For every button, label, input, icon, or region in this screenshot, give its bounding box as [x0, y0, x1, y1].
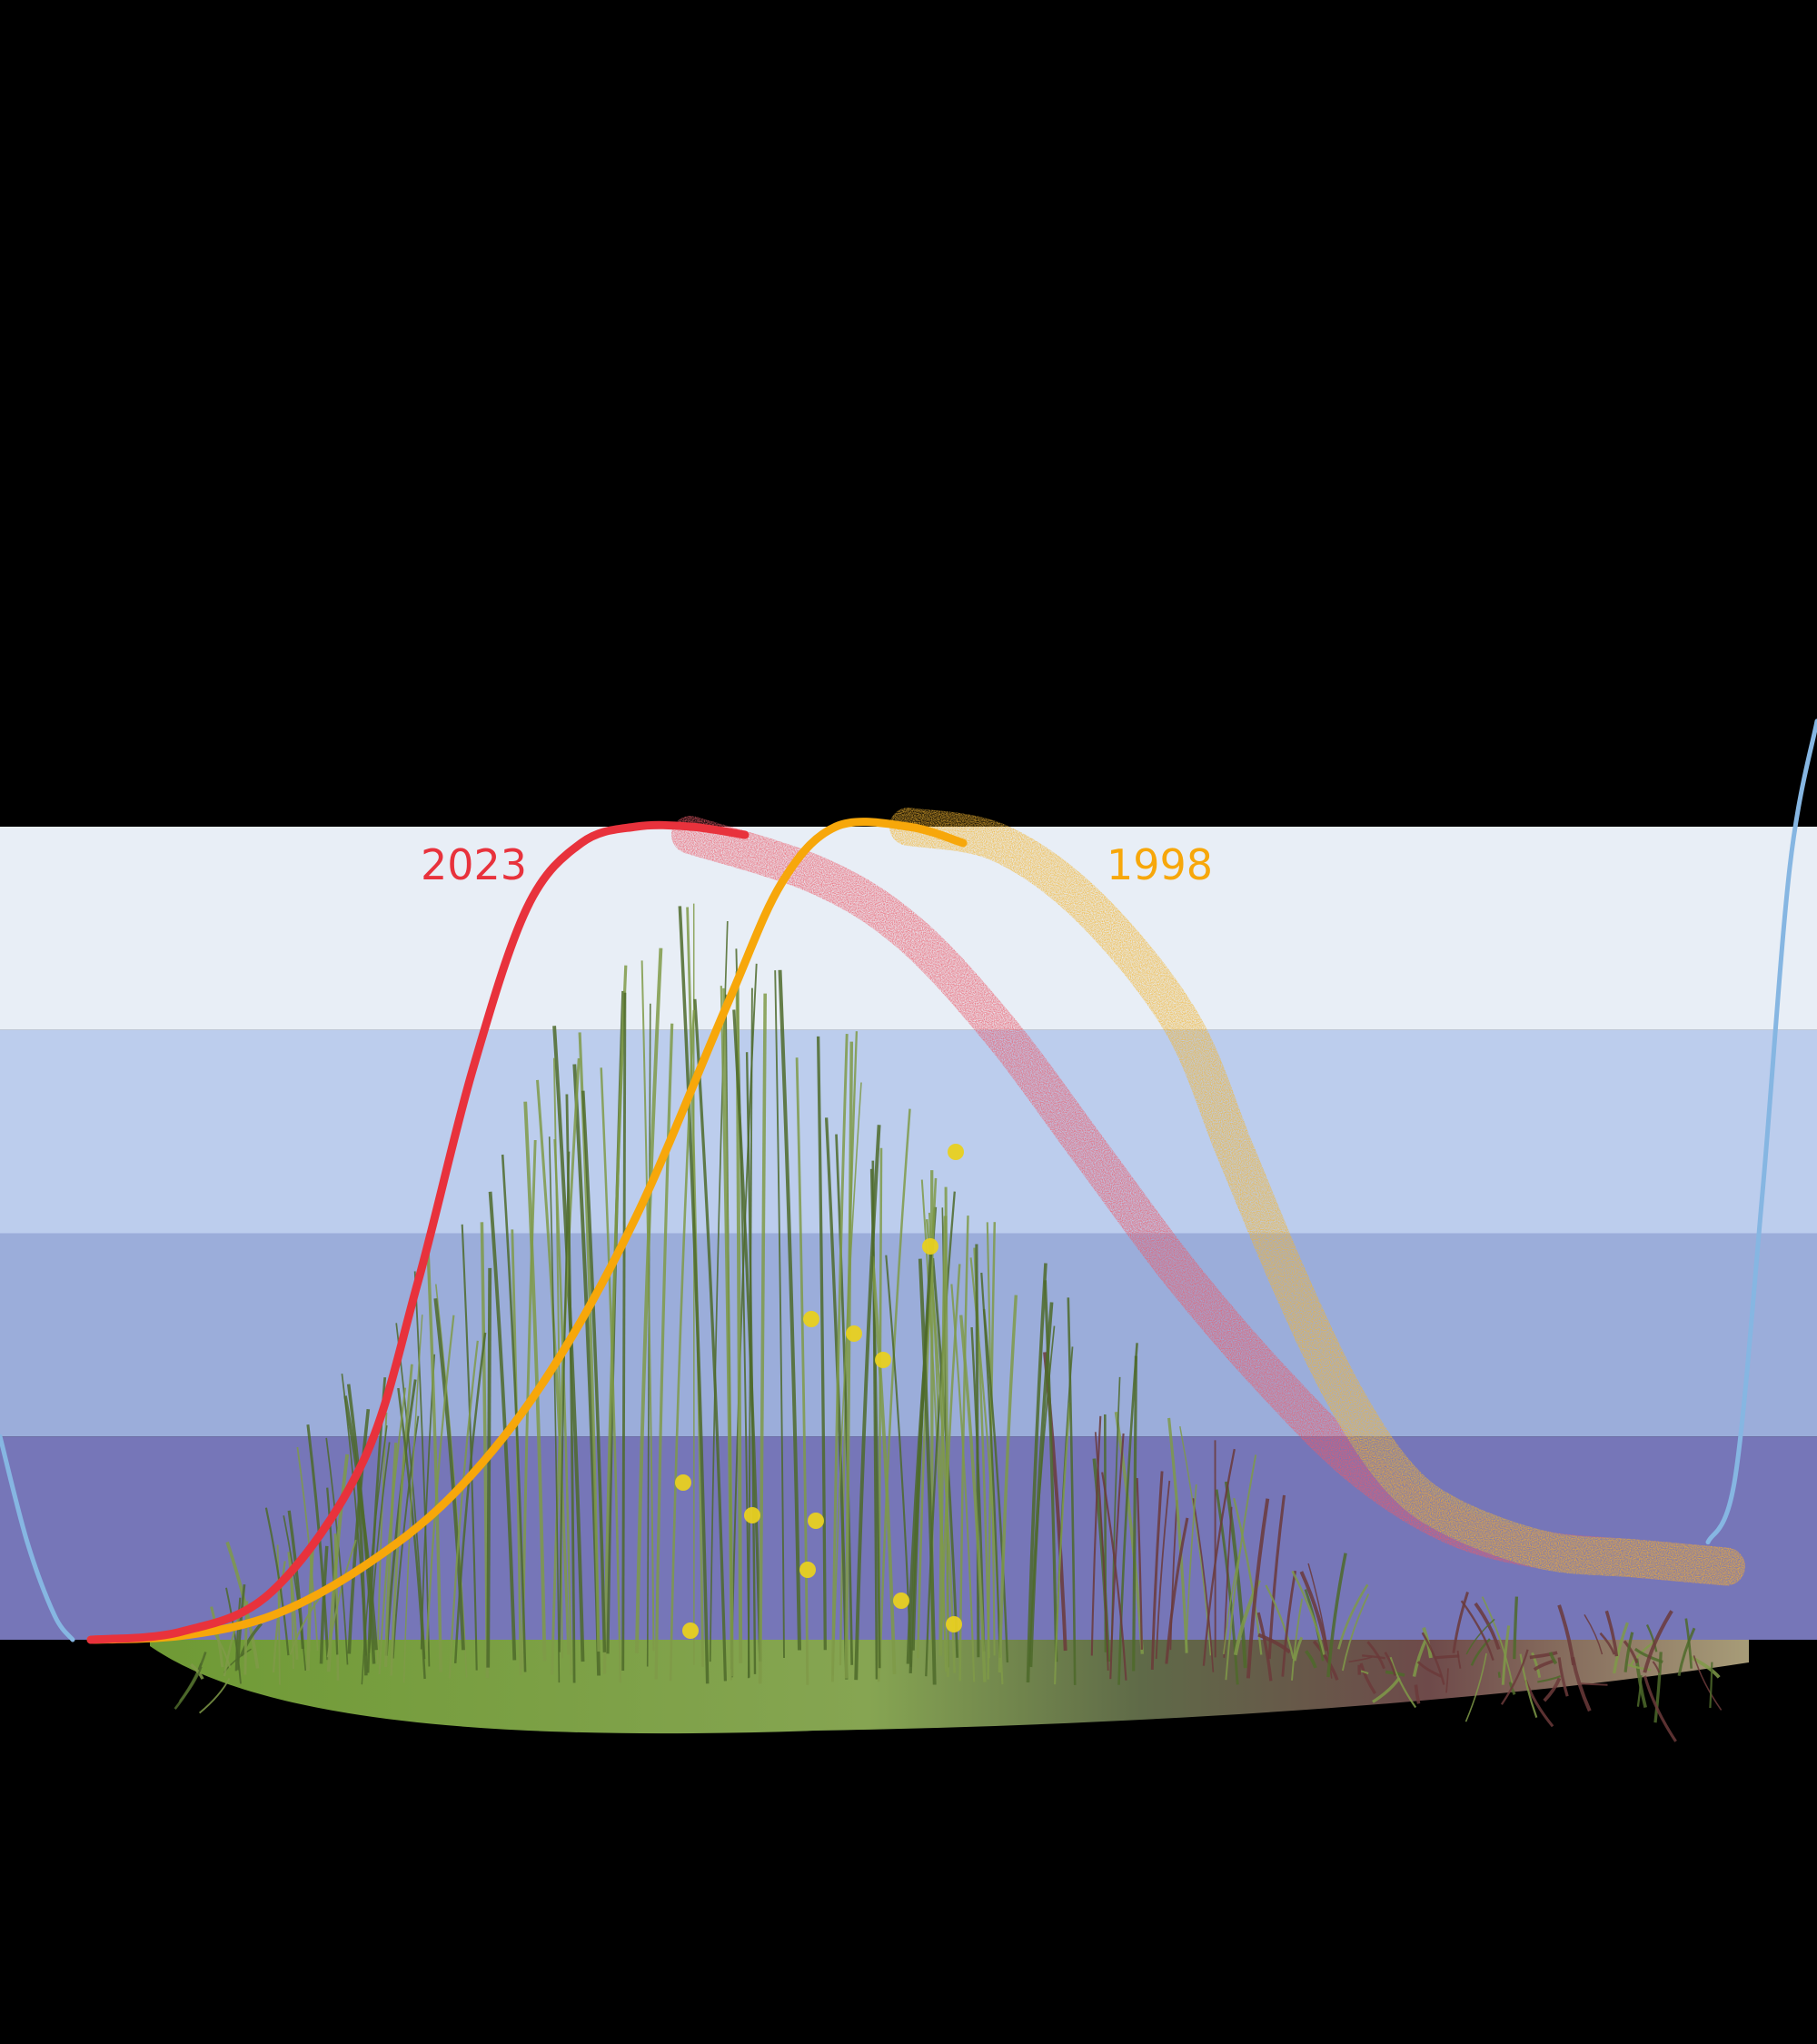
boundary-curve-left [0, 1434, 75, 1642]
grass-blades [174, 903, 1723, 1742]
dandelion-flowers [675, 1144, 964, 1639]
series-line-2023 [86, 820, 750, 1644]
series-lines [0, 719, 1817, 1644]
meadow-illustration [150, 903, 1749, 1742]
band-2 [0, 1233, 1817, 1437]
spread-band-1 [889, 808, 1745, 1586]
series-label-2023: 2023 [421, 840, 527, 889]
series-line-1998 [86, 818, 968, 1644]
spread-bands [671, 808, 1745, 1586]
meadow-ground [150, 1640, 1749, 1734]
series-label-1998: 1998 [1107, 840, 1213, 889]
boundary-curve-right [1705, 719, 1817, 1545]
